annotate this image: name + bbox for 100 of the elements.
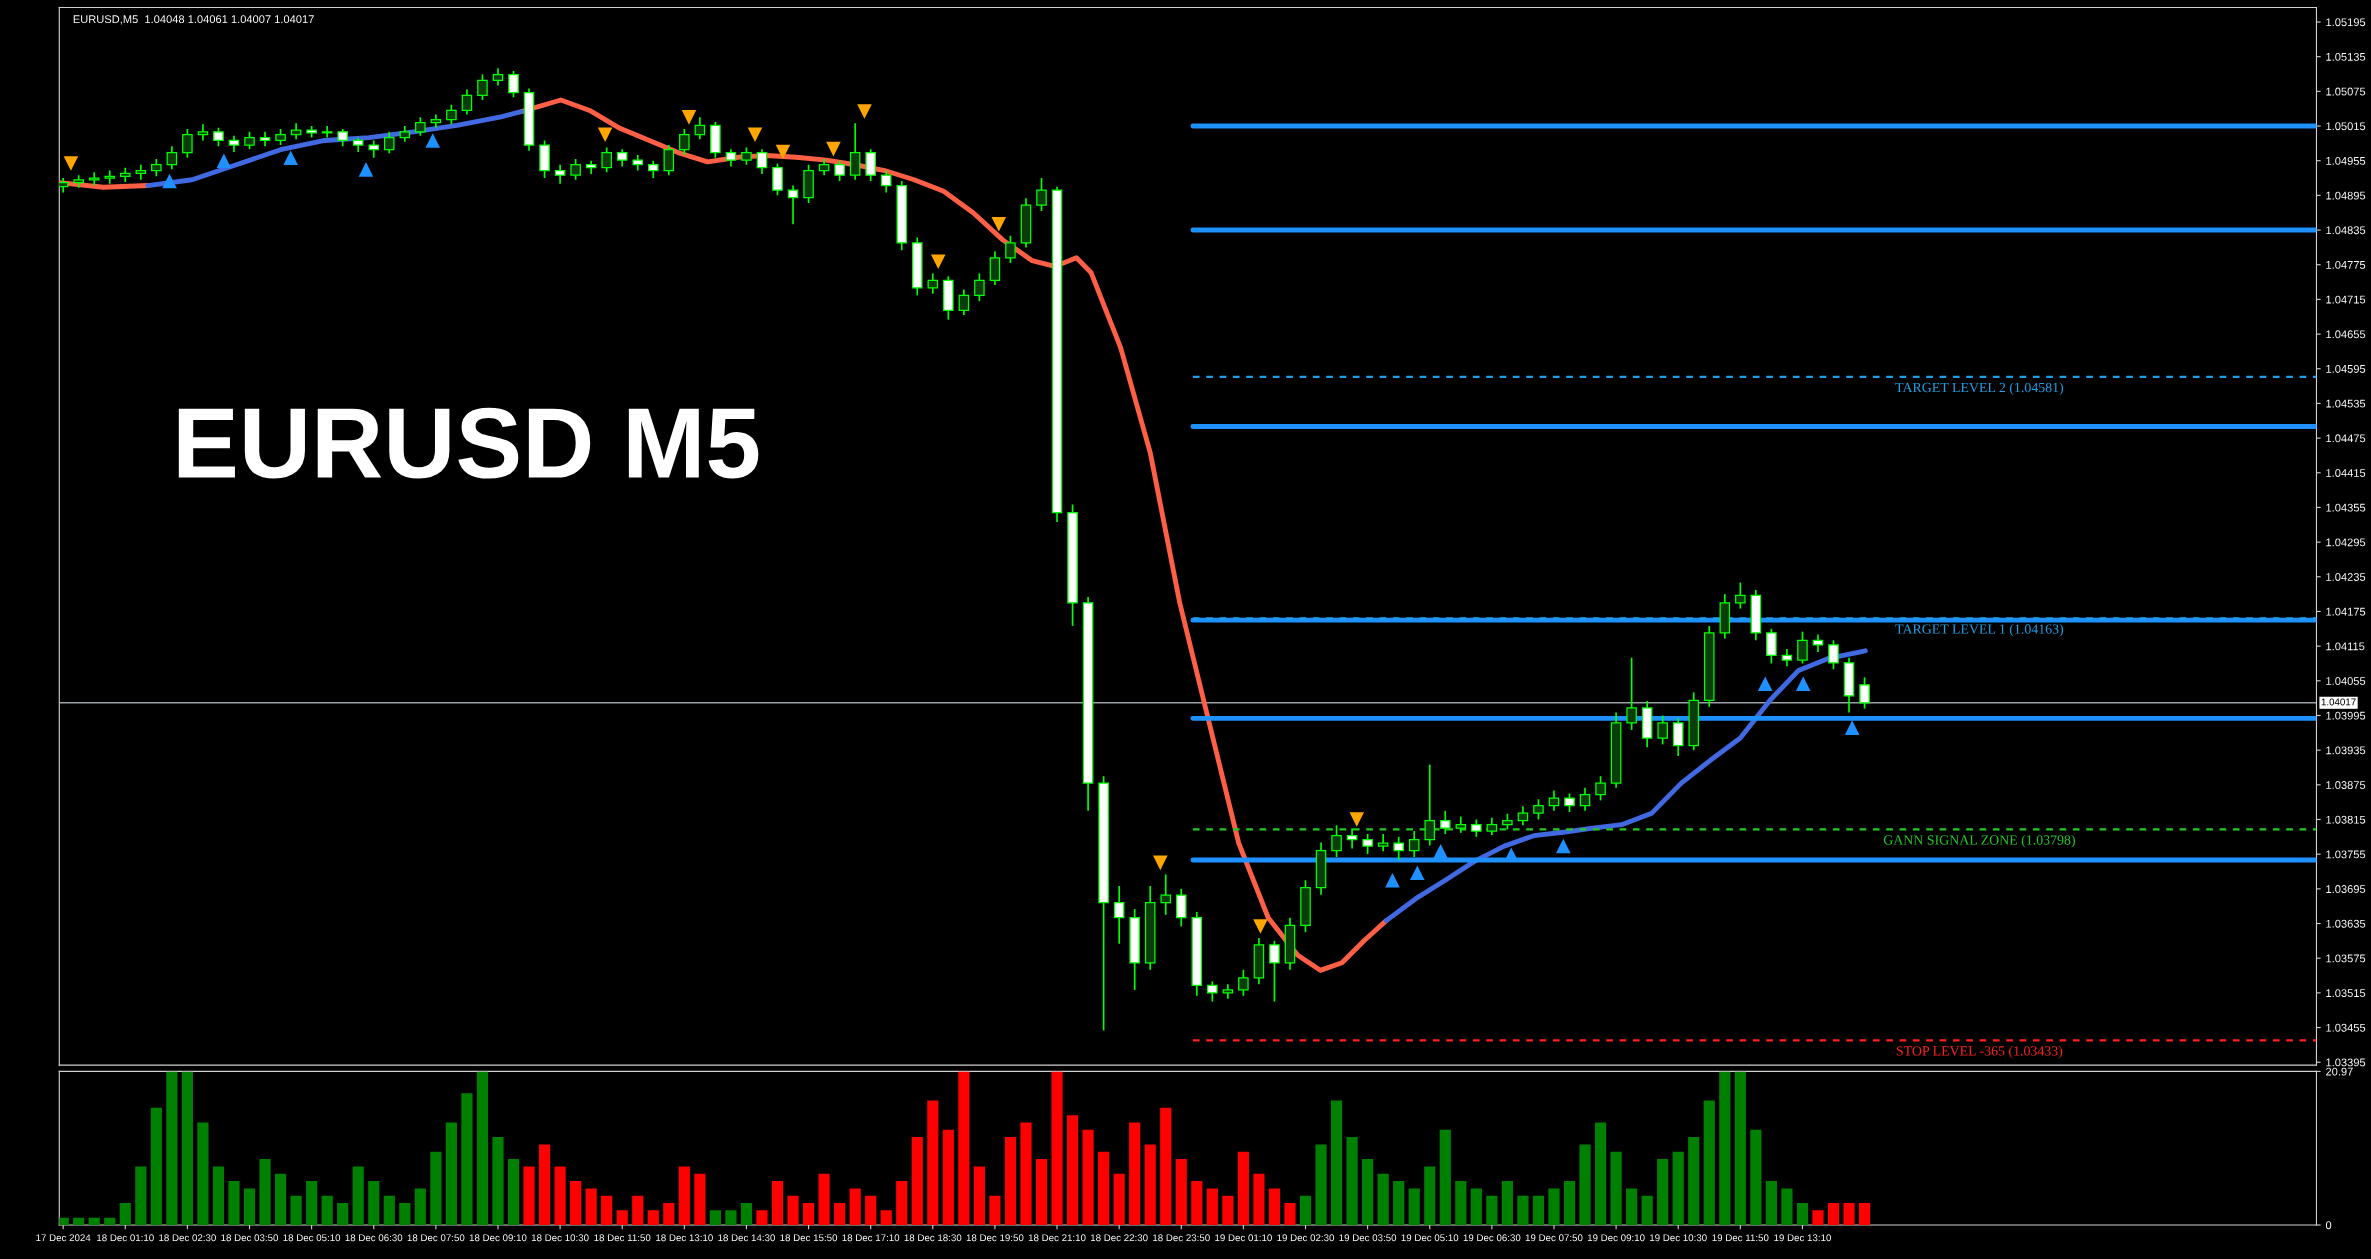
candlestick <box>1548 789 1560 812</box>
bar <box>492 1137 504 1226</box>
candlestick <box>880 169 892 194</box>
y-tick-label: 1.03695 <box>2326 885 2366 893</box>
bar <box>663 1203 675 1226</box>
candlestick <box>1377 833 1389 853</box>
y-tick-label: 1.03815 <box>2326 815 2366 824</box>
bar <box>616 1210 628 1226</box>
x-tick-label: 18 Dec 02:30 <box>159 1234 216 1242</box>
bar <box>554 1166 566 1226</box>
bar <box>243 1188 256 1226</box>
bar <box>1144 1144 1156 1226</box>
x-tick-label: 18 Dec 07:50 <box>407 1234 465 1242</box>
candlestick <box>1424 763 1436 847</box>
y-tick-label: 1.04115 <box>2326 642 2365 651</box>
candlestick <box>321 125 333 139</box>
bar <box>1765 1181 1777 1226</box>
y-tick-label: 1.03935 <box>2326 746 2366 755</box>
x-tick-label: 18 Dec 14:30 <box>718 1234 775 1242</box>
bar <box>725 1210 737 1226</box>
point <box>1349 812 1365 827</box>
bar <box>1268 1188 1281 1226</box>
bar <box>1424 1166 1436 1226</box>
bar <box>1082 1129 1094 1226</box>
point <box>425 133 441 148</box>
bar <box>461 1093 473 1226</box>
point <box>930 254 946 270</box>
candlestick <box>1269 940 1280 1003</box>
y-tick-label: 1.05015 <box>2326 122 2366 131</box>
y-tick-label: 1.04355 <box>2326 503 2366 512</box>
bar <box>1579 1144 1591 1226</box>
candlestick <box>974 272 985 302</box>
bar <box>570 1181 582 1226</box>
bar <box>1781 1188 1793 1226</box>
bar <box>368 1181 380 1226</box>
bar <box>414 1188 426 1226</box>
candlestick <box>756 148 768 175</box>
bar <box>1734 1071 1746 1226</box>
bar <box>119 1203 131 1226</box>
bar <box>709 1210 721 1226</box>
bar <box>1641 1195 1653 1226</box>
y-tick-label: 1.04415 <box>2326 469 2366 477</box>
bar <box>1237 1151 1249 1226</box>
candlestick <box>1036 177 1047 212</box>
candlestick <box>1175 888 1187 928</box>
bar <box>88 1217 100 1226</box>
series-label: STOP LEVEL -365 (1.03433) <box>1896 1045 2063 1059</box>
candlestick <box>1408 830 1420 858</box>
bar <box>1035 1159 1048 1226</box>
bar <box>1548 1188 1560 1226</box>
bar <box>1330 1100 1343 1226</box>
y-tick-label: 1.04475 <box>2326 434 2366 443</box>
point <box>216 153 232 168</box>
y-tick-label: 1.03635 <box>2326 919 2366 928</box>
bar <box>523 1166 535 1226</box>
candlestick <box>508 70 519 98</box>
candlestick <box>1517 805 1529 827</box>
y-tick-label: 1.03995 <box>2326 711 2366 720</box>
y-tick-label: 1.05195 <box>2326 18 2366 27</box>
bar <box>678 1166 690 1226</box>
bar <box>1517 1195 1529 1226</box>
candlestick <box>1393 836 1404 861</box>
x-tick-label: 18 Dec 22:30 <box>1090 1234 1148 1242</box>
bar <box>104 1217 116 1226</box>
bar <box>1393 1181 1405 1226</box>
candlestick <box>1238 968 1249 997</box>
candlestick <box>446 103 457 126</box>
y-tick-label: 1.03875 <box>2326 781 2366 789</box>
x-tick-label: 18 Dec 18:30 <box>904 1234 962 1242</box>
point <box>162 173 177 189</box>
candlestick <box>1207 980 1218 1003</box>
bar <box>1439 1129 1451 1226</box>
bar <box>1191 1181 1203 1226</box>
bar <box>1299 1195 1312 1226</box>
y-tick-label: 1.03515 <box>2326 989 2366 998</box>
y-tick-label: 1.04595 <box>2326 365 2366 373</box>
x-tick-label: 19 Dec 06:30 <box>1463 1234 1521 1242</box>
bar <box>1470 1188 1482 1226</box>
x-tick-label: 18 Dec 09:10 <box>469 1234 527 1242</box>
candlestick <box>182 128 193 159</box>
bar <box>1688 1137 1700 1226</box>
series-label: TARGET LEVEL 1 (1.04163) <box>1895 623 2064 637</box>
bar <box>1703 1100 1715 1226</box>
x-tick-label: 18 Dec 21:10 <box>1028 1234 1086 1242</box>
point <box>1410 865 1425 880</box>
x-tick-label: 19 Dec 02:30 <box>1277 1234 1335 1242</box>
bar <box>135 1166 147 1226</box>
bar <box>259 1159 271 1226</box>
x-tick-label: 19 Dec 07:50 <box>1525 1234 1583 1242</box>
candlestick <box>1579 786 1591 812</box>
candlestick <box>1859 676 1870 710</box>
bar <box>507 1159 520 1226</box>
bar <box>1796 1203 1809 1226</box>
bar <box>1657 1159 1669 1226</box>
candlestick <box>1005 234 1016 264</box>
candlestick <box>772 162 783 197</box>
candlestick <box>865 148 876 182</box>
bar <box>1626 1188 1638 1226</box>
series-label: TARGET LEVEL 2 (1.04581) <box>1895 382 2064 395</box>
bar <box>834 1203 846 1226</box>
